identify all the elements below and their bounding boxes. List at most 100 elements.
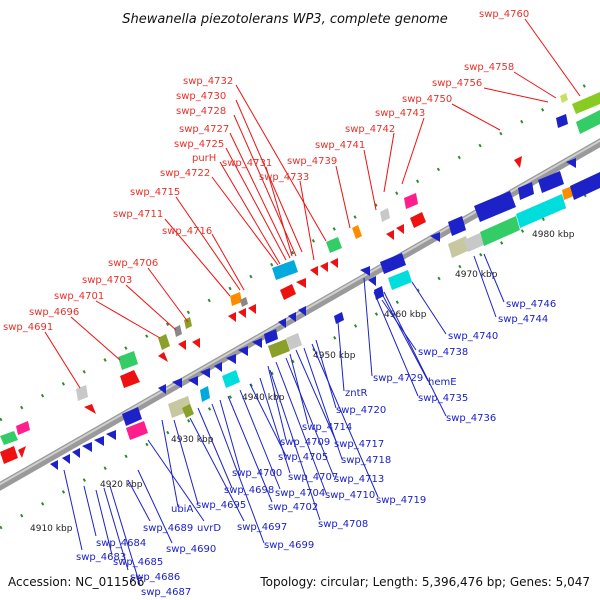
gene-feature [570, 172, 600, 200]
gene-label[interactable]: swp_4696 [29, 307, 79, 318]
gene-label[interactable]: swp_4697 [237, 522, 287, 533]
gene-label[interactable]: swp_4717 [334, 439, 384, 450]
gene-feature [72, 448, 80, 458]
gene-label[interactable]: swp_4686 [130, 572, 180, 583]
gene-label[interactable]: swp_4756 [432, 78, 482, 89]
bottom-strand-genes [50, 158, 600, 470]
gene-label[interactable]: swp_4706 [108, 258, 158, 269]
gene-feature [192, 338, 200, 348]
gene-feature [226, 354, 236, 364]
gene-label[interactable]: swp_4760 [479, 9, 529, 20]
gene-label[interactable]: swp_4739 [287, 156, 337, 167]
gene-label[interactable]: swp_4746 [506, 299, 556, 310]
gene-label[interactable]: swp_4722 [160, 168, 210, 179]
kbp-tick-label: 4940 kbp [242, 393, 285, 403]
gene-label[interactable]: swp_4684 [96, 538, 146, 549]
gene-feature [286, 333, 302, 350]
gene-label[interactable]: swp_4735 [418, 393, 468, 404]
gene-label[interactable]: swp_4700 [232, 468, 282, 479]
gene-feature [62, 454, 70, 464]
gene-label[interactable]: swp_4758 [464, 62, 514, 73]
gene-feature [572, 92, 600, 114]
gene-label[interactable]: swp_4719 [376, 495, 426, 506]
gene-label[interactable]: swp_4742 [345, 124, 395, 135]
gene-label[interactable]: swp_4732 [183, 76, 233, 87]
gene-label[interactable]: swp_4720 [336, 405, 386, 416]
gene-label[interactable]: uvrD [197, 523, 221, 534]
gene-label[interactable]: swp_4738 [418, 347, 468, 358]
gene-label[interactable]: swp_4731 [222, 158, 272, 169]
gene-label[interactable]: swp_4729 [373, 373, 423, 384]
gene-label[interactable]: swp_4744 [498, 314, 548, 325]
gene-label[interactable]: swp_4691 [3, 322, 53, 333]
gene-feature [252, 338, 262, 348]
gene-label[interactable]: ubiA [171, 504, 193, 515]
gene-label[interactable]: swp_4687 [141, 587, 191, 598]
gene-label[interactable]: swp_4707 [288, 472, 338, 483]
gene-feature [238, 346, 248, 356]
gene-feature [396, 224, 404, 234]
gene-label[interactable]: swp_4695 [196, 500, 246, 511]
gene-feature [556, 114, 568, 128]
gene-label[interactable]: swp_4689 [143, 523, 193, 534]
top-strand-genes [0, 92, 600, 464]
gene-label[interactable]: swp_4699 [264, 540, 314, 551]
gene-label[interactable]: swp_4733 [259, 172, 309, 183]
gene-label[interactable]: swp_4708 [318, 519, 368, 530]
gene-feature [222, 370, 240, 388]
gene-label[interactable]: swp_4730 [176, 91, 226, 102]
gene-feature [272, 260, 298, 280]
gene-label[interactable]: zntR [345, 388, 368, 399]
gene-feature [230, 292, 242, 306]
gene-feature [566, 158, 576, 168]
gene-feature [388, 270, 412, 290]
gene-feature [0, 431, 18, 445]
gene-feature [374, 286, 384, 300]
gene-feature [430, 232, 440, 242]
gene-feature [248, 304, 256, 314]
gene-label[interactable]: swp_4683 [76, 552, 126, 563]
gene-feature [178, 340, 186, 350]
top-label-connectors [44, 18, 581, 389]
gene-label[interactable]: swp_4710 [325, 490, 375, 501]
gene-label[interactable]: swp_4750 [402, 94, 452, 105]
map-title: Shewanella piezotolerans WP3, complete g… [122, 12, 448, 27]
gene-label[interactable]: swp_4728 [176, 106, 226, 117]
gene-label[interactable]: swp_4743 [375, 108, 425, 119]
gene-feature [474, 191, 516, 222]
gene-feature [480, 216, 520, 246]
gene-label[interactable]: swp_4740 [448, 331, 498, 342]
gene-label[interactable]: swp_4703 [82, 275, 132, 286]
gene-feature [188, 376, 198, 386]
gene-label[interactable]: swp_4727 [179, 124, 229, 135]
gene-label[interactable]: swp_4715 [130, 187, 180, 198]
gene-label[interactable]: swp_4711 [113, 209, 163, 220]
gene-label[interactable]: swp_4718 [341, 455, 391, 466]
gene-label[interactable]: swp_4685 [113, 557, 163, 568]
gene-feature [464, 233, 484, 252]
gene-label[interactable]: swp_4698 [224, 485, 274, 496]
gene-label[interactable]: swp_4690 [166, 544, 216, 555]
gene-label[interactable]: swp_4701 [54, 291, 104, 302]
gene-label[interactable]: swp_4702 [268, 502, 318, 513]
gene-label[interactable]: swp_4714 [302, 422, 352, 433]
gene-feature [264, 329, 278, 344]
gene-label[interactable]: swp_4716 [162, 226, 212, 237]
gene-label[interactable]: swp_4705 [278, 452, 328, 463]
gene-label[interactable]: swp_4736 [446, 413, 496, 424]
gene-label[interactable]: purH [192, 153, 216, 164]
kbp-tick-label: 4920 kbp [100, 480, 143, 490]
gene-label[interactable]: swp_4713 [334, 474, 384, 485]
gene-feature [296, 278, 306, 288]
gene-feature [278, 318, 286, 328]
gene-label[interactable]: swp_4709 [280, 437, 330, 448]
gene-feature [228, 312, 236, 322]
gene-label[interactable]: swp_4704 [275, 488, 325, 499]
gene-feature [538, 171, 564, 193]
gene-label[interactable]: swp_4725 [174, 139, 224, 150]
gene-label[interactable]: hemE [428, 377, 457, 388]
gene-feature [516, 194, 566, 228]
gene-label[interactable]: swp_4741 [315, 140, 365, 151]
